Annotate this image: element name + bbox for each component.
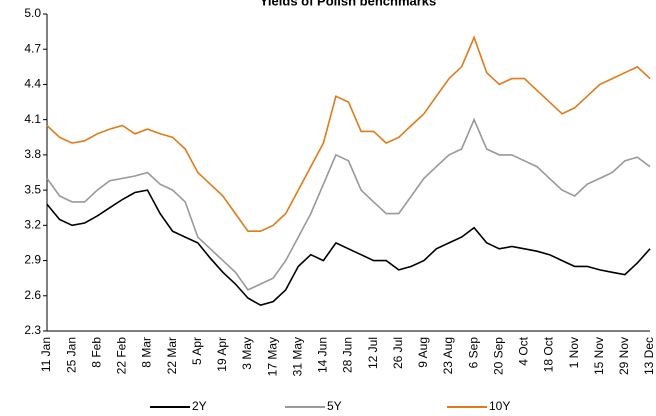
x-tick-label: 12 Jul xyxy=(366,337,380,369)
x-tick-label: 11 Jan xyxy=(39,337,53,372)
series-line xyxy=(46,189,651,307)
y-tick-label: 2.9 xyxy=(24,253,41,267)
x-tick-label: 31 May xyxy=(290,337,304,376)
y-tick-label: 3.8 xyxy=(24,147,41,161)
x-tick-label: 15 Nov xyxy=(592,337,606,375)
x-tick-label: 28 Jun xyxy=(341,337,355,373)
y-tick-label: 4.4 xyxy=(24,77,41,91)
y-tick-label: 2.3 xyxy=(24,323,41,337)
x-tick-label: 23 Aug xyxy=(441,337,455,374)
chart-title: Yields of Polish benchmarks xyxy=(260,0,437,8)
x-tick-label: 3 May xyxy=(240,337,254,370)
x-tick-label: 14 Jun xyxy=(316,337,330,373)
x-tick-label: 4 Oct xyxy=(517,336,531,365)
x-tick-label: 17 May xyxy=(265,337,279,376)
x-tick-label: 1 Nov xyxy=(567,337,581,368)
x-tick-label: 25 Jan xyxy=(64,337,78,373)
y-tick-label: 3.5 xyxy=(24,182,41,196)
y-tick-label: 4.7 xyxy=(24,41,41,55)
x-tick-label: 5 Apr xyxy=(190,337,204,365)
legend-label: 5Y xyxy=(327,399,342,413)
legend-label: 2Y xyxy=(192,399,207,413)
x-tick-label: 22 Feb xyxy=(115,337,129,375)
x-tick-label: 8 Mar xyxy=(140,337,154,368)
y-tick-label: 4.1 xyxy=(24,112,41,126)
legend-label: 10Y xyxy=(489,399,510,413)
x-tick-label: 29 Nov xyxy=(617,337,631,375)
x-tick-label: 9 Aug xyxy=(416,337,430,368)
series-line xyxy=(46,35,651,232)
x-tick-label: 22 Mar xyxy=(165,337,179,374)
x-tick-label: 6 Sep xyxy=(466,337,480,369)
x-tick-label: 18 Oct xyxy=(542,336,556,372)
y-tick-label: 2.6 xyxy=(24,288,41,302)
y-tick-label: 5.0 xyxy=(24,6,41,20)
x-tick-label: 13 Dec xyxy=(642,337,656,375)
x-tick-label: 26 Jul xyxy=(391,337,405,369)
x-tick-label: 19 Apr xyxy=(215,337,229,372)
x-tick-label: 8 Feb xyxy=(89,337,103,368)
y-tick-label: 3.2 xyxy=(24,218,41,232)
x-tick-label: 20 Sep xyxy=(491,337,505,375)
series-line xyxy=(46,117,651,291)
